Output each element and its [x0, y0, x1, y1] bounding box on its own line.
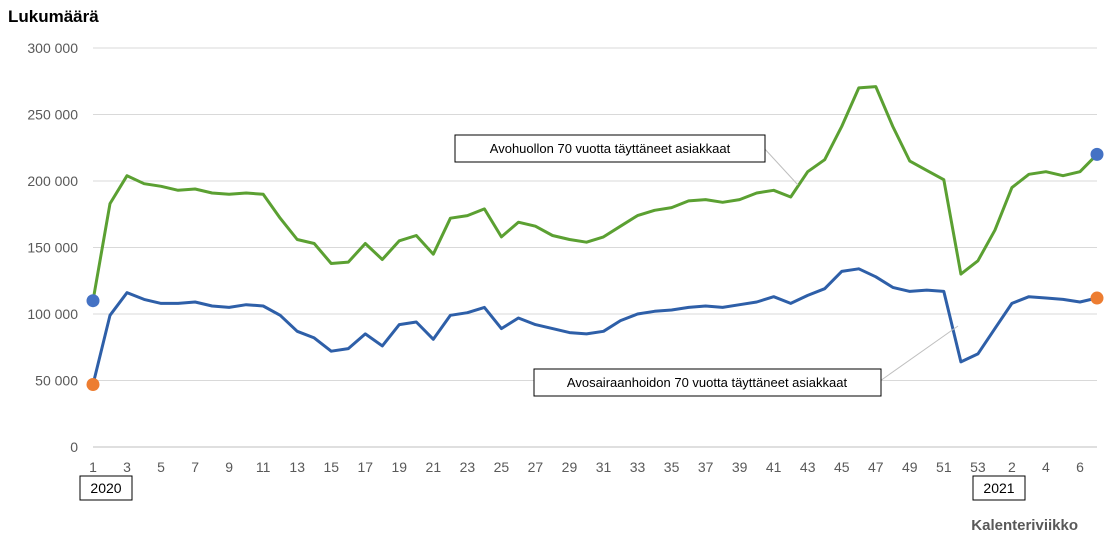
- x-tick-label: 37: [698, 459, 714, 475]
- x-tick-label: 5: [157, 459, 165, 475]
- x-tick-label: 39: [732, 459, 748, 475]
- x-tick-label: 13: [289, 459, 305, 475]
- y-tick-label: 50 000: [35, 373, 78, 389]
- x-tick-label: 47: [868, 459, 884, 475]
- year-label-2020: 2020: [90, 480, 121, 496]
- annotation-avosairaanhoito: Avosairaanhoidon 70 vuotta täyttäneet as…: [533, 325, 959, 397]
- x-tick-label: 33: [630, 459, 646, 475]
- y-tick-label: 250 000: [27, 107, 78, 123]
- y-tick-label: 100 000: [27, 306, 78, 322]
- x-tick-label: 6: [1076, 459, 1084, 475]
- x-tick-label: 3: [123, 459, 131, 475]
- x-tick-label: 35: [664, 459, 680, 475]
- annotation-avohuolto: Avohuollon 70 vuotta täyttäneet asiakkaa…: [454, 134, 799, 186]
- y-tick-labels: 0 50 000 100 000 150 000 200 000 250 000 300 0…: [27, 40, 78, 455]
- annotation-avohuolto-label: Avohuollon 70 vuotta täyttäneet asiakkaa…: [490, 141, 731, 156]
- x-tick-label: 43: [800, 459, 816, 475]
- series-line-0: [91, 85, 1099, 301]
- x-axis-title: Kalenteriviikko: [971, 517, 1078, 533]
- grid-lines: [93, 47, 1097, 381]
- x-tick-label: 31: [596, 459, 612, 475]
- y-tick-label: 0: [70, 439, 78, 455]
- y-axis-title: Lukumäärä: [8, 7, 99, 26]
- x-tick-label: 7: [191, 459, 199, 475]
- x-tick-label: 29: [562, 459, 578, 475]
- x-tick-label: 53: [970, 459, 986, 475]
- x-tick-label: 2: [1008, 459, 1016, 475]
- x-tick-label: 21: [426, 459, 442, 475]
- x-tick-label: 15: [323, 459, 339, 475]
- x-tick-label: 17: [357, 459, 373, 475]
- annotation-avosairaanhoito-label: Avosairaanhoidon 70 vuotta täyttäneet as…: [567, 375, 848, 390]
- x-tick-label: 4: [1042, 459, 1050, 475]
- series-start-marker-0: [86, 294, 100, 308]
- year-box-2020: 2020: [79, 475, 133, 501]
- x-tick-label: 11: [256, 459, 271, 475]
- x-tick-label: 9: [225, 459, 233, 475]
- series-line-1: [91, 267, 1098, 385]
- x-tick-label: 27: [528, 459, 544, 475]
- x-tick-label: 19: [392, 459, 408, 475]
- year-label-2021: 2021: [983, 480, 1014, 496]
- x-tick-label: 23: [460, 459, 476, 475]
- series-end-marker-0: [1090, 147, 1104, 161]
- year-box-2021: 2021: [972, 475, 1026, 501]
- series-lines: [91, 85, 1099, 385]
- y-tick-label: 200 000: [27, 173, 78, 189]
- series-end-markers: [86, 147, 1104, 391]
- x-tick-label: 1: [89, 459, 97, 475]
- x-tick-label: 51: [936, 459, 952, 475]
- x-tick-label: 49: [902, 459, 918, 475]
- x-tick-label: 45: [834, 459, 850, 475]
- y-tick-label: 300 000: [27, 40, 78, 56]
- series-start-marker-1: [86, 377, 100, 391]
- series-end-marker-1: [1090, 291, 1104, 305]
- y-tick-label: 150 000: [27, 240, 78, 256]
- x-tick-label: 41: [766, 459, 782, 475]
- x-tick-labels: 1 3 5 7 9 11 13 15 17 19 21 23 25 27 29 31 33 35 37 39 41 43 4…: [89, 459, 1084, 475]
- x-tick-label: 25: [494, 459, 510, 475]
